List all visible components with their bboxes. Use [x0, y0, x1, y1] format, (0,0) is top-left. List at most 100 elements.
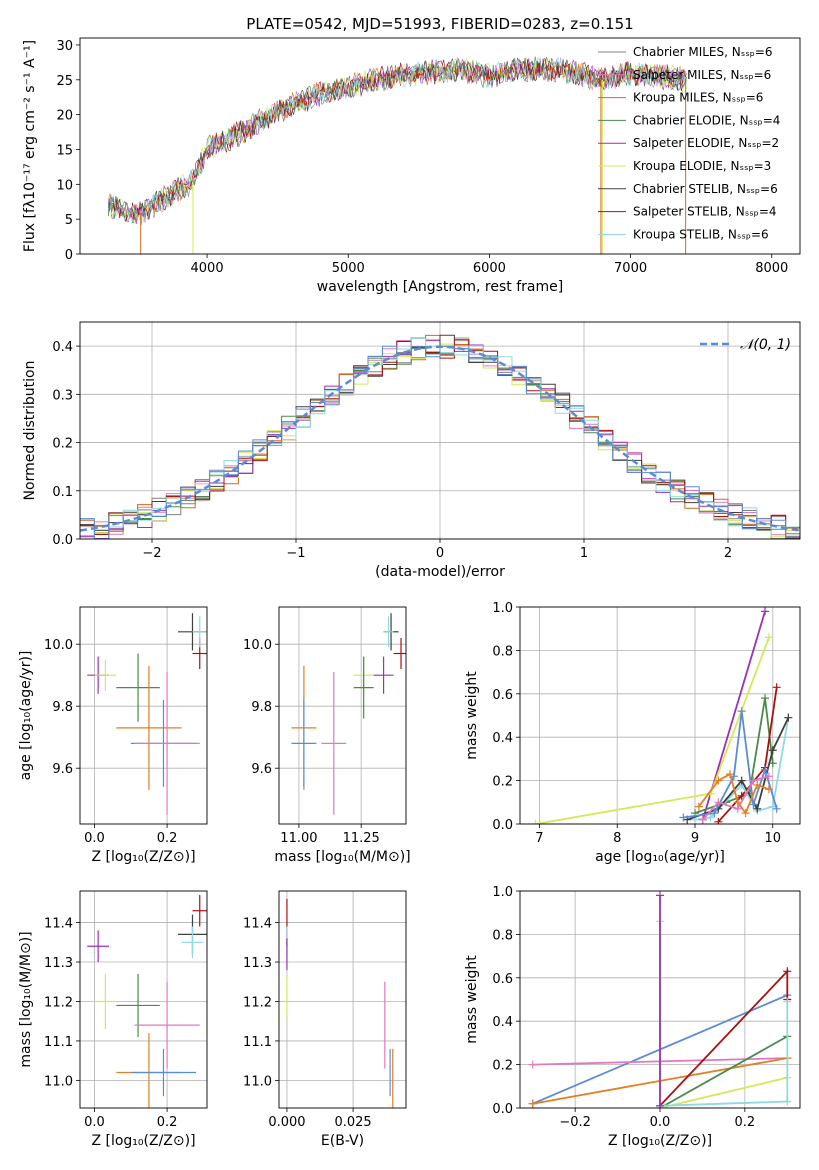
y-tick-label: 30: [56, 39, 73, 54]
weight-point-marker: [706, 813, 715, 822]
x-tick-label: 0.0: [84, 1115, 105, 1130]
y-tick-label: 11.0: [44, 1074, 73, 1089]
weight-point-marker: [741, 809, 750, 818]
y-tick-label: 11.4: [243, 917, 272, 932]
mass_vs_ebv-marks: [286, 898, 394, 1108]
y-tick-label: 9.6: [52, 762, 73, 777]
weight-point-marker: [656, 1101, 664, 1108]
weight-point-marker: [726, 770, 734, 779]
x-axis-label: (data-model)/error: [375, 564, 505, 580]
x-tick-label: 0.0: [84, 831, 105, 846]
x-tick-label: −1: [286, 546, 305, 561]
weight-point-marker: [714, 776, 723, 785]
y-axis-label: mass weight: [464, 955, 480, 1044]
y-tick-label: 9.8: [251, 700, 272, 715]
x-axis-label: age [log₁₀(age/yr)]: [595, 849, 725, 865]
weight-point-marker: [761, 607, 769, 616]
weight-point-marker: [761, 694, 769, 703]
y-tick-label: 10.0: [243, 638, 272, 653]
spectrum-line: [107, 56, 687, 223]
y-tick-label: 1.0: [492, 885, 513, 900]
x-tick-label: 4000: [191, 261, 224, 276]
y-tick-label: 9.6: [251, 762, 272, 777]
x-tick-label: 8000: [755, 261, 788, 276]
weight-point-marker: [737, 707, 746, 716]
age_vs_Z-axes: 0.0 0.2 9.6 9.8 10.0 Z [log₁₀(Z/Z⊙)] age [log₁…: [18, 606, 208, 865]
x-axis-label: Z [log₁₀(Z/Z⊙)]: [91, 1133, 195, 1149]
age_vs_mass-marks: [291, 613, 406, 815]
legend-entry: Chabrier MILES, Nₛₛₚ=6: [633, 45, 773, 59]
x-tick-label: 9: [691, 831, 699, 846]
spectrum-legend: Chabrier MILES, Nₛₛₚ=6 Salpeter MILES, Nₛ…: [598, 45, 780, 241]
weight-point-marker: [749, 800, 758, 809]
x-tick-label: 1: [580, 546, 588, 561]
y-tick-label: 0.4: [492, 1015, 513, 1030]
weight-point-marker: [528, 1060, 537, 1069]
y-tick-label: 20: [56, 109, 73, 124]
y-axis-label: Normed distribution: [22, 361, 38, 501]
y-tick-label: 11.4: [44, 917, 73, 932]
figure-title: PLATE=0542, MJD=51993, FIBERID=0283, z=0…: [246, 15, 633, 33]
weight-point-marker: [710, 809, 719, 818]
x-tick-label: −0.2: [559, 1115, 591, 1130]
x-axis-label: mass [log₁₀(M/M⊙)]: [274, 849, 410, 865]
y-tick-label: 0.2: [52, 437, 73, 452]
x-tick-label: 10: [765, 831, 782, 846]
y-tick-label: 10.0: [44, 638, 73, 653]
x-axis-label: wavelength [Angstrom, rest frame]: [317, 279, 563, 295]
y-axis-label: mass [log₁₀(M/M⊙)]: [18, 931, 34, 1067]
weight-point-marker: [737, 776, 746, 785]
y-tick-label: 10: [56, 178, 73, 193]
legend-entry: Salpeter ELODIE, Nₛₛₚ=2: [633, 136, 779, 150]
weight-point-marker: [753, 780, 762, 789]
legend-entry: Kroupa STELIB, Nₛₛₚ=6: [633, 227, 769, 241]
weight-point-marker: [761, 765, 769, 774]
weight-point-marker: [768, 746, 777, 755]
x-tick-label: 0.0: [650, 1115, 671, 1130]
y-tick-label: 11.2: [243, 995, 272, 1010]
age_vs_Z-marks: [87, 613, 207, 815]
legend-entry: Kroupa MILES, Nₛₛₚ=6: [633, 91, 763, 105]
weight-point-marker: [749, 776, 758, 785]
weight-point-marker: [783, 1097, 792, 1106]
weight_vs_age-frame: [519, 606, 801, 825]
y-tick-label: 5: [65, 213, 73, 228]
y-tick-label: 0.4: [52, 340, 73, 355]
weight-point-marker: [714, 798, 723, 807]
y-tick-label: 25: [56, 74, 73, 89]
weight-point-marker: [784, 713, 793, 722]
weight-point-marker: [772, 804, 781, 813]
y-tick-label: 0.2: [492, 775, 513, 790]
mass_vs_Z-frame: [79, 890, 208, 1109]
y-tick-label: 0.0: [492, 1102, 513, 1117]
normal-curve: [80, 345, 800, 532]
y-tick-label: 11.0: [243, 1074, 272, 1089]
legend-entry: Salpeter MILES, Nₛₛₚ=6: [633, 68, 771, 82]
x-tick-label: 0.2: [157, 831, 178, 846]
mass_vs_ebv-frame: [278, 890, 407, 1109]
spectrum-axes: 4000 5000 6000 7000 8000 0 5 10 15 20 25 30 waveleng…: [22, 37, 801, 295]
x-tick-label: 7: [535, 831, 543, 846]
weight-point-marker: [698, 815, 707, 824]
plot-layer: 4000 5000 6000 7000 8000051015202530waveleng…: [18, 37, 801, 1149]
weight-series-line: [659, 1035, 788, 1108]
histogram-step: [80, 345, 800, 539]
weight-point-marker: [783, 997, 792, 1006]
x-tick-label: 0: [436, 546, 444, 561]
y-tick-label: 11.2: [44, 995, 73, 1010]
y-tick-label: 11.3: [243, 956, 272, 971]
age_vs_mass-axes: 11.00 11.25 9.6 9.8 10.0 mass [log₁₀(M/M⊙)]: [243, 606, 411, 865]
residuals-axes: −2 −1 0 1 2 0.0 0.1 0.2 0.3 0.4 (data-model)/error…: [22, 321, 801, 580]
mass_vs_Z-axes: 0.0 0.2 11.0 11.1 11.2 11.3 11.4 Z [log₁₀(Z/Z⊙)…: [18, 890, 208, 1149]
x-tick-label: 6000: [473, 261, 506, 276]
x-tick-label: 11.25: [343, 831, 380, 846]
legend-entry: Chabrier STELIB, Nₛₛₚ=6: [633, 182, 778, 196]
y-tick-label: 0.8: [492, 644, 513, 659]
x-tick-label: 8: [613, 831, 621, 846]
weight-point-marker: [714, 817, 723, 824]
y-tick-label: 1.0: [492, 601, 513, 616]
age_vs_mass-frame: [278, 606, 407, 825]
weight_vs_Z-marks: [528, 891, 792, 1108]
